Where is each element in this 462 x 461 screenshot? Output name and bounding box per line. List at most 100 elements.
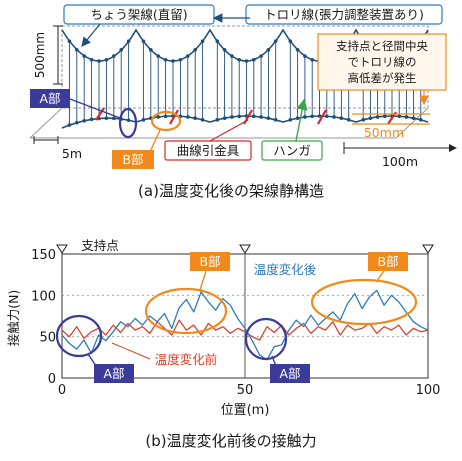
messenger-clamp: [259, 54, 263, 58]
messenger-clamp: [295, 48, 300, 52]
y-tick-label: 0: [48, 372, 56, 387]
messenger-clamp: [67, 39, 72, 43]
contact-clamp: [230, 115, 234, 119]
contact-clamp: [368, 116, 373, 120]
messenger-clamp: [97, 59, 101, 63]
contact-clamp: [273, 118, 278, 122]
messenger-clamp: [156, 54, 160, 58]
support-label: 支持点: [81, 238, 119, 253]
contact-clamp: [383, 114, 387, 119]
part-a-ring: [118, 107, 138, 139]
contact-clamp: [325, 114, 329, 119]
contact-clamp: [163, 114, 168, 119]
part-a1-tag-text: A部: [103, 366, 124, 381]
diff-50mm-label: 50mm: [364, 125, 404, 140]
contact-clamp: [259, 115, 263, 119]
y-tick-label: 150: [31, 248, 56, 263]
legend-after: 温度変化後: [254, 262, 317, 277]
contact-clamp: [346, 118, 351, 122]
curve-pull-label-box: [164, 140, 252, 161]
messenger-clamp: [288, 39, 293, 43]
top-caption: (a)温度変化後の架線静構造: [138, 182, 324, 200]
series-line: [61, 289, 429, 361]
contact-clamp: [397, 114, 402, 119]
x-tick-label: 50: [237, 383, 254, 398]
part-b-tag: [112, 150, 154, 169]
contact-clamp: [237, 114, 241, 119]
contact-clamp: [75, 120, 79, 125]
contact-clamp: [266, 116, 271, 120]
messenger-label: ちょう架線(直留): [90, 7, 187, 22]
contact-clamp: [200, 118, 205, 122]
messenger-clamp: [230, 54, 234, 58]
contact-clamp: [193, 116, 197, 120]
note-line-3: 高低差が発生: [348, 71, 417, 85]
messenger-clamp: [126, 39, 131, 43]
contact-clamp: [288, 118, 293, 122]
top-diagram: ちょう架線(直留) トロリ線(張力調整装置あり) 500mm A部 5m B部 …: [29, 4, 457, 200]
contact-clamp: [419, 118, 423, 122]
contact-clamp: [112, 116, 116, 121]
messenger-clamp: [193, 48, 197, 52]
curve-pull-label: 曲線引金具: [177, 143, 240, 158]
support-marker: [239, 244, 251, 254]
legend-before: 温度変化前: [155, 352, 218, 367]
axis-ticks: 0 50 100 150 0 50 100: [31, 248, 440, 398]
part-b-ring: [150, 110, 182, 132]
messenger-clamp: [119, 48, 123, 52]
perspective-frame: [29, 25, 429, 139]
x-tick-label: 100: [416, 383, 441, 398]
contact-clamp: [361, 118, 366, 122]
part-b1-tag-text: B部: [199, 254, 220, 269]
messenger-clamp: [82, 54, 86, 58]
part-b2-tag: [368, 252, 408, 271]
contact-clamp: [411, 116, 416, 120]
messenger-clamp: [171, 59, 175, 63]
contact-label: トロリ線(張力調整装置あり): [264, 7, 424, 22]
y-tick-label: 100: [31, 289, 56, 304]
part-b2-tag-text: B部: [377, 254, 398, 269]
messenger-clamp: [310, 57, 315, 62]
part-a-tag: [30, 89, 70, 108]
height-500-label: 500mm: [33, 32, 47, 78]
messenger-clamp: [89, 57, 94, 62]
messenger-clamp: [244, 59, 249, 63]
contact-clamp: [317, 114, 322, 118]
messenger-clamp: [149, 48, 153, 52]
note-box: [317, 33, 447, 91]
hanger-label: ハンガ: [273, 143, 311, 158]
contact-clamp: [186, 115, 190, 119]
contact-clamp: [67, 123, 72, 127]
messenger-clamp: [222, 48, 227, 52]
contact-clamp: [82, 118, 86, 123]
contact-clamp: [375, 115, 380, 119]
contact-clamp: [310, 114, 315, 119]
messenger-clamp: [273, 39, 278, 43]
contact-clamp: [215, 118, 220, 122]
messenger-clamp: [104, 57, 109, 62]
contact-label-box: [245, 4, 443, 25]
part-a2-tag: [270, 364, 310, 383]
x-axis-label: 位置(m): [221, 403, 270, 418]
contact-clamp: [141, 118, 146, 122]
contact-clamp: [89, 117, 94, 122]
hanger-label-box: [261, 140, 323, 161]
bottom-caption: (b)温度変化前後の接触力: [145, 432, 316, 450]
contact-clamp: [222, 116, 227, 120]
part-b1-ring: [144, 287, 228, 335]
note-line-2: でトロリ線の: [348, 55, 417, 69]
part-b1-tag: [190, 252, 230, 271]
part-a2-tag-text: A部: [279, 366, 300, 381]
len-100m-label: 100m: [382, 154, 418, 169]
messenger-clamp: [112, 54, 116, 58]
support-marker: [56, 244, 68, 254]
len-5m-label: 5m: [62, 146, 82, 161]
grid: [62, 254, 428, 378]
messenger-clamp: [215, 39, 220, 43]
contact-clamp: [332, 115, 336, 119]
support-marker: [422, 244, 434, 254]
messenger-clamp: [237, 57, 241, 62]
contact-clamp: [104, 116, 109, 120]
part-a1-tag: [94, 364, 134, 383]
